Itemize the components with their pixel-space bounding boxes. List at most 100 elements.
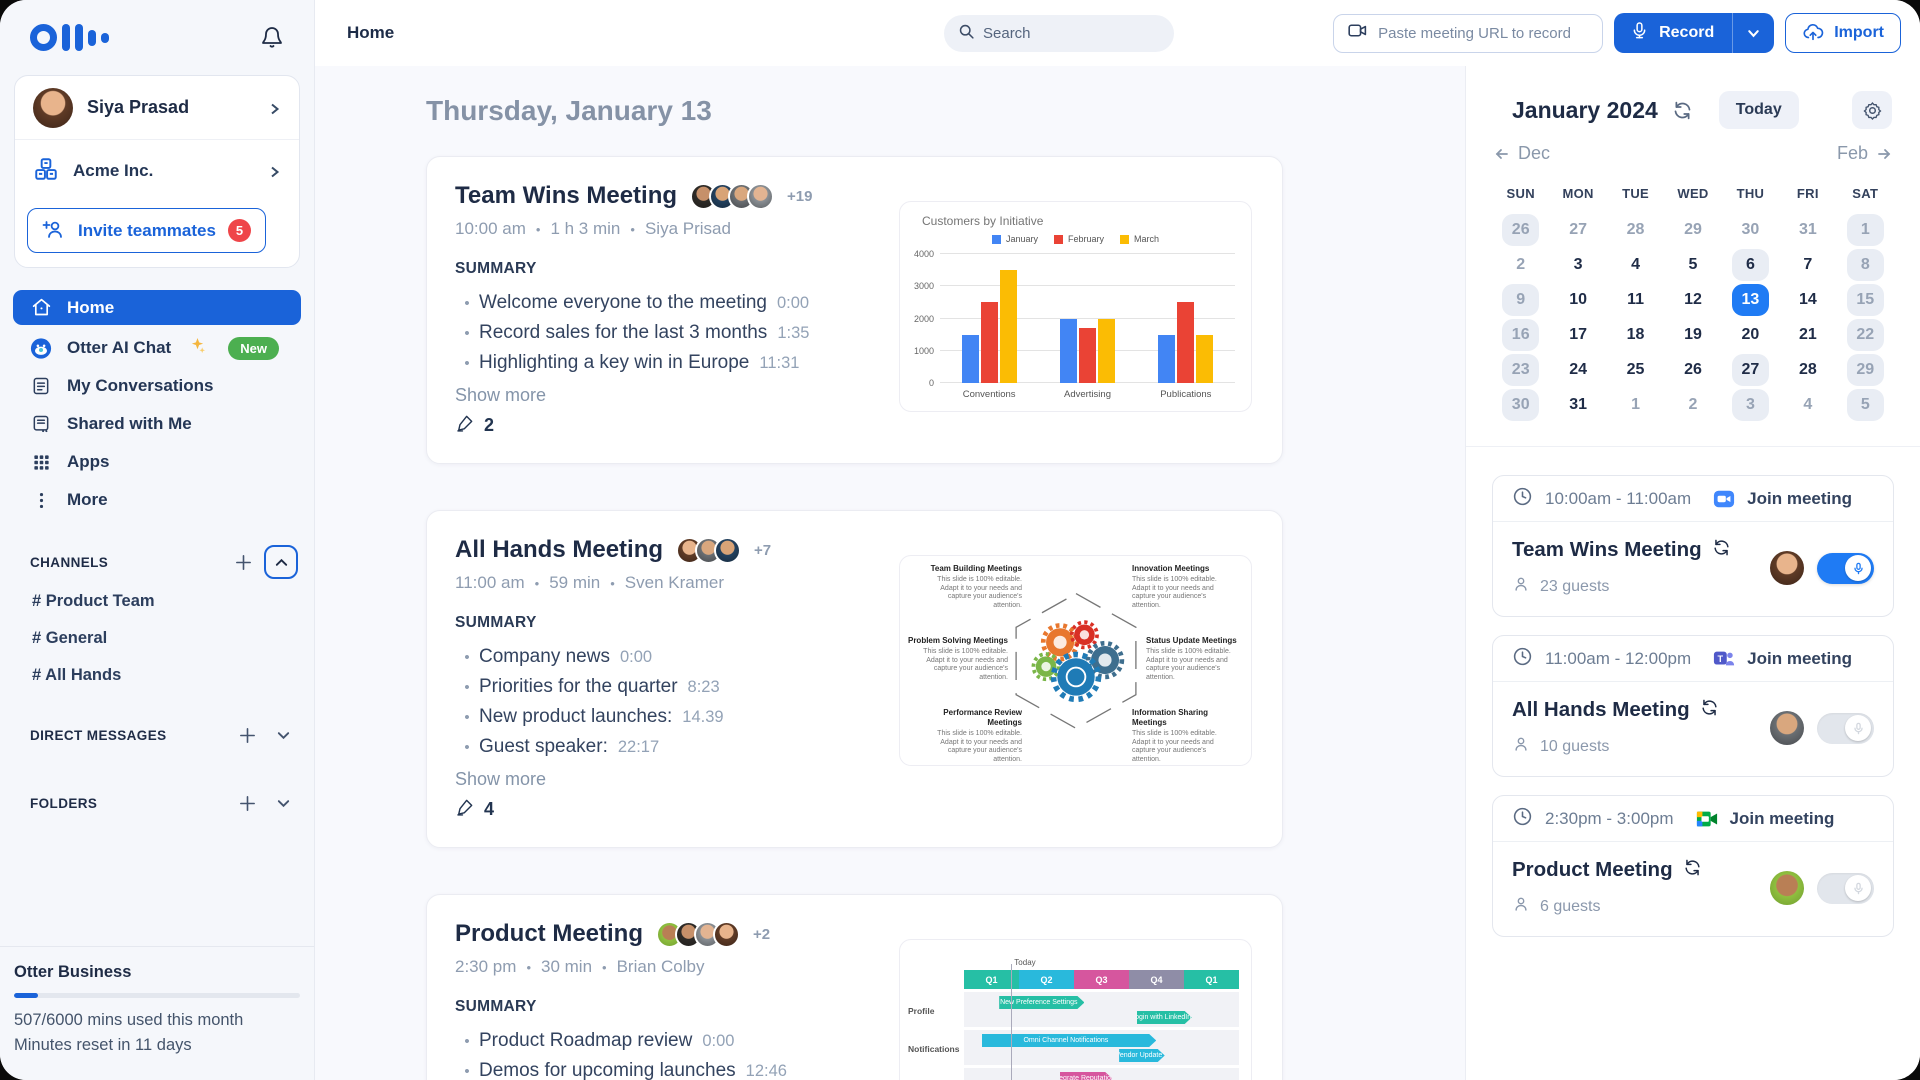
calendar-day[interactable]: 29 — [1684, 221, 1702, 238]
calendar-day[interactable]: 14 — [1798, 291, 1817, 308]
calendar-day[interactable]: 19 — [1684, 326, 1702, 343]
join-meeting-link[interactable]: Join meeting — [1747, 648, 1853, 668]
meeting-slide-thumbnail[interactable]: ProfileNotificationsCommunityGamificatio… — [899, 939, 1252, 1080]
add-folder-button[interactable] — [234, 790, 260, 816]
expand-folders-button[interactable] — [268, 788, 298, 818]
calendar-day[interactable]: 22 — [1846, 319, 1884, 351]
paste-meeting-url-field[interactable] — [1333, 13, 1604, 53]
channel-all-hands[interactable]: # All Hands — [32, 666, 122, 684]
calendar-day[interactable]: 15 — [1846, 284, 1884, 316]
expand-direct-messages-button[interactable] — [268, 720, 298, 750]
meeting-slide-thumbnail[interactable]: Customers by Initiative January February M… — [899, 201, 1252, 412]
calendar-day[interactable]: 5 — [1688, 256, 1698, 273]
collapse-channels-button[interactable] — [264, 545, 298, 579]
calendar-settings-button[interactable] — [1852, 91, 1892, 129]
schedule-card-team-wins[interactable]: 10:00am - 11:00am Join meeting Team Wins… — [1492, 475, 1894, 617]
calendar-day[interactable]: 24 — [1569, 361, 1588, 378]
search-bar[interactable] — [944, 15, 1174, 52]
calendar-day[interactable]: 28 — [1626, 221, 1645, 238]
calendar-day[interactable]: 4 — [1803, 396, 1813, 413]
calendar-day[interactable]: 26 — [1502, 214, 1540, 246]
auto-record-toggle[interactable] — [1817, 552, 1874, 584]
calendar-day[interactable]: 16 — [1502, 319, 1540, 351]
calendar-day[interactable]: 31 — [1798, 221, 1817, 238]
invite-teammates-button[interactable]: Invite teammates 5 — [27, 208, 266, 253]
schedule-meeting-title[interactable]: Product Meeting — [1512, 858, 1673, 881]
schedule-meeting-title[interactable]: All Hands Meeting — [1512, 698, 1690, 721]
auto-record-toggle[interactable] — [1817, 712, 1874, 744]
next-month-button[interactable]: Feb — [1837, 143, 1892, 164]
meeting-title[interactable]: Product Meeting — [455, 920, 644, 947]
calendar-day[interactable]: 30 — [1741, 221, 1760, 238]
channel-general[interactable]: # General — [32, 629, 108, 647]
calendar-day[interactable]: 27 — [1731, 354, 1769, 386]
schedule-card-all-hands[interactable]: 11:00am - 12:00pm T Join meeting All Han… — [1492, 635, 1894, 777]
summary-bullet[interactable]: • Highlighting a key win in Europe 11:31 — [464, 352, 800, 373]
today-button[interactable]: Today — [1718, 91, 1799, 129]
highlight-count[interactable]: 2 — [484, 415, 495, 435]
calendar-day[interactable]: 25 — [1626, 361, 1645, 378]
auto-record-toggle[interactable] — [1817, 872, 1874, 904]
meeting-card-team-wins[interactable]: Team Wins Meeting +19 10:00 am • 1 h 3 mi… — [426, 156, 1283, 464]
highlight-count[interactable]: 4 — [484, 799, 495, 819]
calendar-day[interactable]: 2 — [1688, 396, 1698, 413]
calendar-day[interactable]: 31 — [1569, 396, 1588, 413]
import-button[interactable]: Import — [1785, 13, 1901, 53]
summary-bullet[interactable]: • Priorities for the quarter 8:23 — [464, 676, 720, 697]
calendar-day[interactable]: 21 — [1798, 326, 1817, 343]
show-more-link[interactable]: Show more — [455, 769, 547, 789]
calendar-day[interactable]: 1 — [1631, 396, 1641, 413]
meeting-title[interactable]: All Hands Meeting — [455, 536, 664, 563]
calendar-day[interactable]: 13 — [1731, 284, 1769, 316]
calendar-day[interactable]: 1 — [1846, 214, 1884, 246]
calendar-day[interactable]: 5 — [1846, 389, 1884, 421]
schedule-card-product[interactable]: 2:30pm - 3:00pm Join meeting Product Mee… — [1492, 795, 1894, 937]
calendar-day[interactable]: 26 — [1684, 361, 1702, 378]
calendar-day[interactable]: 12 — [1684, 291, 1702, 308]
calendar-day[interactable]: 23 — [1502, 354, 1540, 386]
meeting-title[interactable]: Team Wins Meeting — [455, 182, 678, 209]
summary-bullet[interactable]: • Welcome everyone to the meeting 0:00 — [464, 292, 810, 313]
calendar-day[interactable]: 18 — [1626, 326, 1645, 343]
calendar-day[interactable]: 10 — [1569, 291, 1588, 308]
meeting-card-all-hands[interactable]: All Hands Meeting +7 11:00 am • 59 min • S… — [426, 510, 1283, 848]
workspace-row[interactable]: Acme Inc. — [15, 139, 299, 202]
calendar-day[interactable]: 30 — [1502, 389, 1540, 421]
paste-meeting-url-input[interactable] — [1378, 24, 1589, 42]
summary-bullet[interactable]: • Product Roadmap review 0:00 — [464, 1030, 735, 1051]
sidebar-item-my-conversations[interactable]: My Conversations — [0, 367, 314, 405]
summary-bullet[interactable]: • Company news 0:00 — [464, 646, 653, 667]
sidebar-item-apps[interactable]: Apps — [0, 443, 314, 481]
calendar-day[interactable]: 3 — [1573, 256, 1583, 273]
join-meeting-link[interactable]: Join meeting — [1729, 808, 1835, 828]
calendar-day[interactable]: 20 — [1741, 326, 1760, 343]
sidebar-item-more[interactable]: More — [0, 481, 314, 519]
meeting-slide-thumbnail[interactable]: Team Building Meetings This slide is 100%… — [899, 555, 1252, 766]
sidebar-item-shared-with-me[interactable]: Shared with Me — [0, 405, 314, 443]
notifications-bell-icon[interactable] — [260, 26, 284, 50]
sidebar-item-otter-ai-chat[interactable]: Otter AI Chat New — [0, 329, 314, 367]
summary-bullet[interactable]: • Demos for upcoming launches 12:46 — [464, 1060, 787, 1080]
user-profile-row[interactable]: Siya Prasad — [15, 76, 299, 139]
calendar-day[interactable]: 11 — [1627, 291, 1645, 308]
calendar-day[interactable]: 8 — [1846, 249, 1884, 281]
calendar-day[interactable]: 2 — [1516, 256, 1526, 273]
calendar-day[interactable]: 3 — [1731, 389, 1769, 421]
calendar-day[interactable]: 27 — [1569, 221, 1588, 238]
sidebar-item-home[interactable]: Home — [13, 290, 301, 325]
show-more-link[interactable]: Show more — [455, 385, 547, 405]
calendar-day[interactable]: 29 — [1846, 354, 1884, 386]
calendar-sync-icon[interactable] — [1672, 100, 1693, 121]
calendar-day[interactable]: 17 — [1569, 326, 1588, 343]
meeting-card-product[interactable]: Product Meeting +2 2:30 pm • 30 min • Bria… — [426, 894, 1283, 1080]
record-button[interactable]: Record — [1614, 13, 1775, 53]
summary-bullet[interactable]: • Record sales for the last 3 months 1:35 — [464, 322, 810, 343]
calendar-day[interactable]: 6 — [1731, 249, 1769, 281]
schedule-meeting-title[interactable]: Team Wins Meeting — [1512, 538, 1702, 561]
summary-bullet[interactable]: • New product launches: 14.39 — [464, 706, 724, 727]
add-direct-message-button[interactable] — [234, 722, 260, 748]
join-meeting-link[interactable]: Join meeting — [1747, 488, 1853, 508]
search-input[interactable] — [983, 25, 1143, 42]
calendar-day[interactable]: 28 — [1798, 361, 1817, 378]
prev-month-button[interactable]: Dec — [1494, 143, 1550, 164]
